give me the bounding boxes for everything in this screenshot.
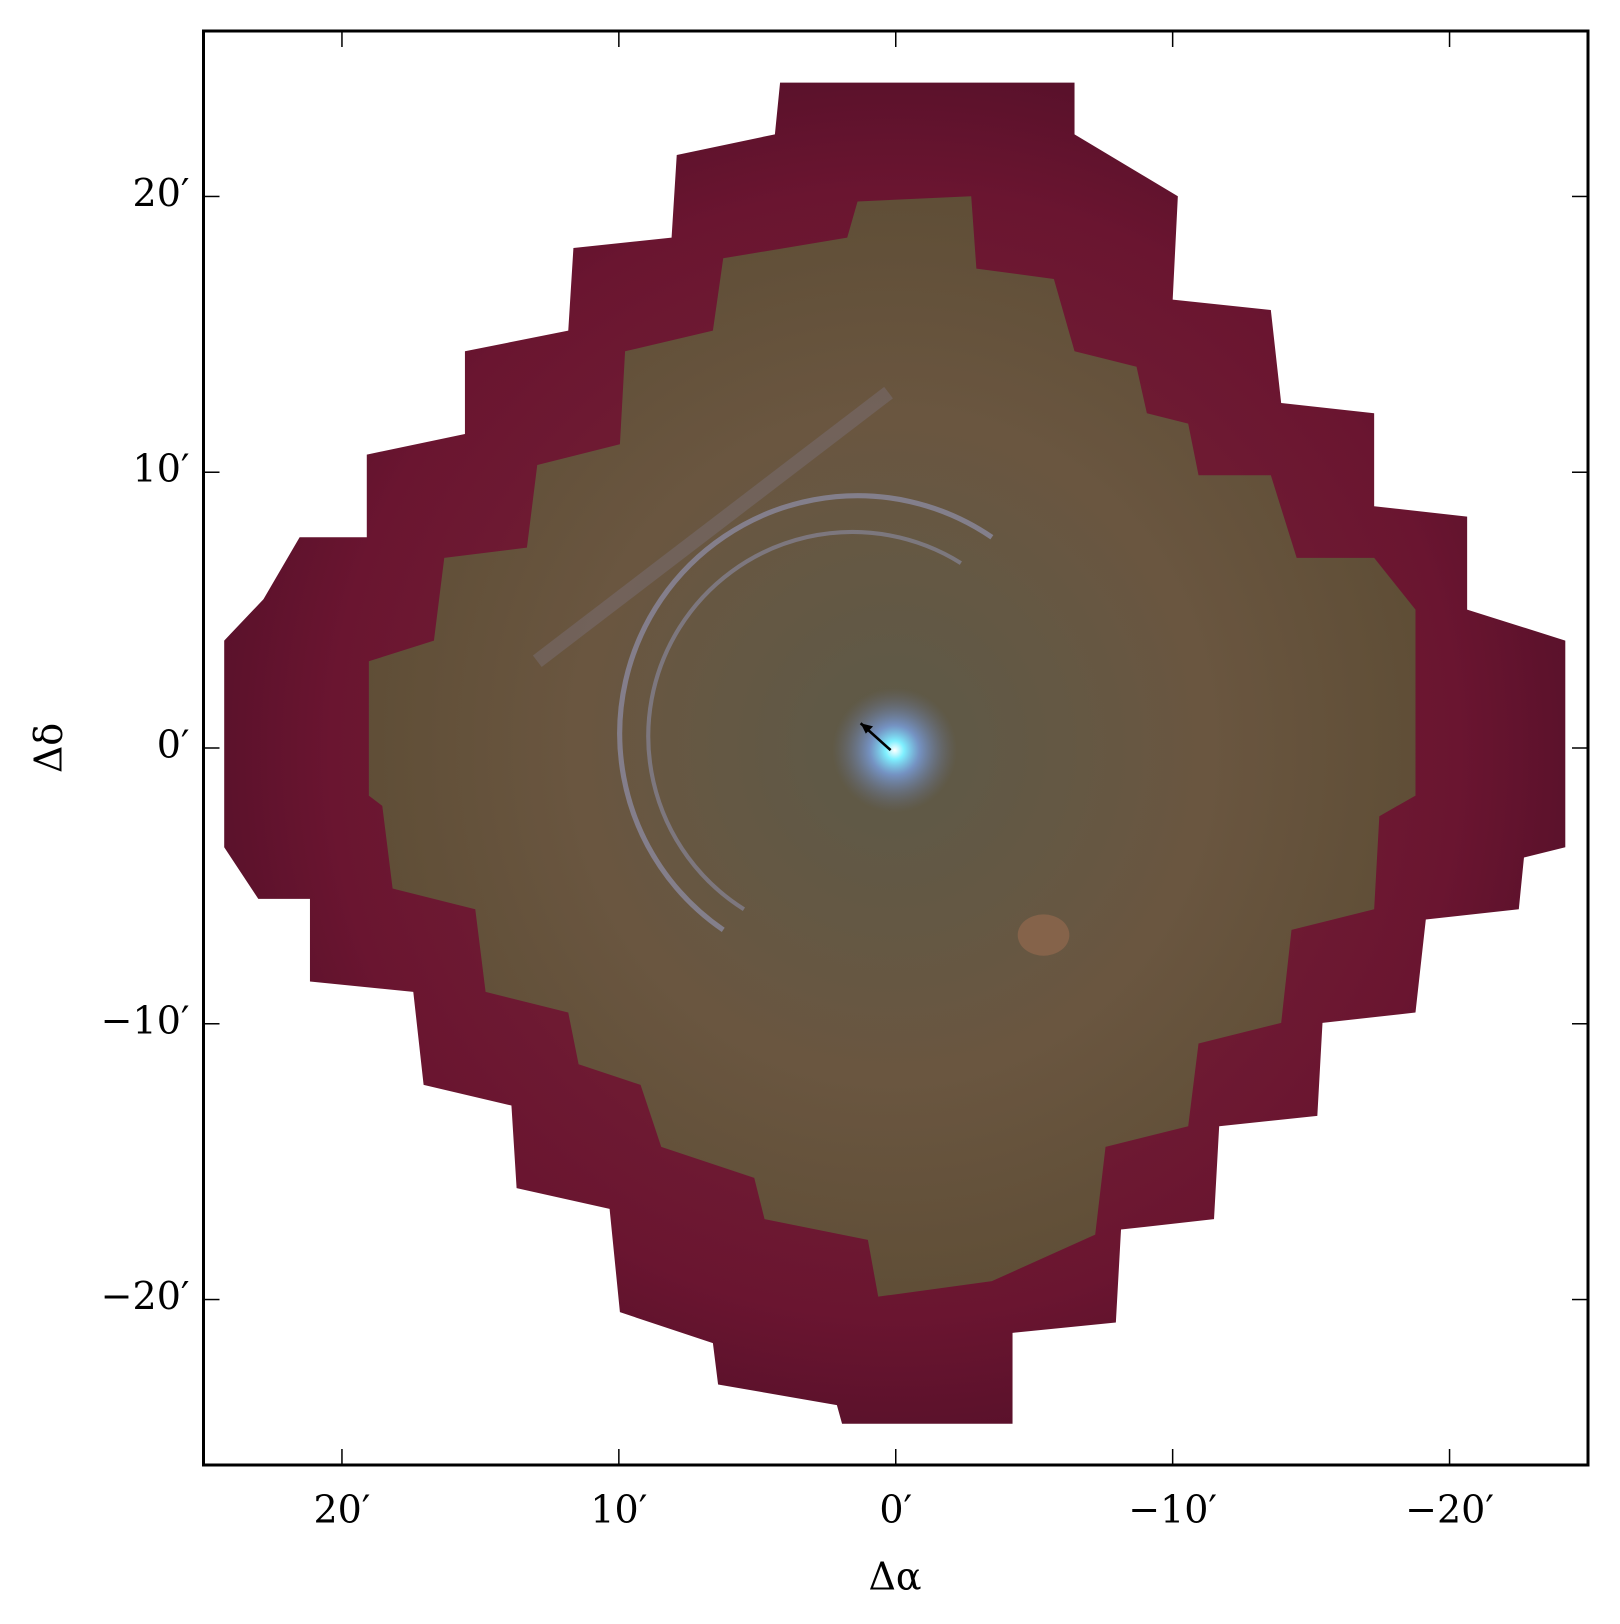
y-tick-label: −20′ xyxy=(101,1274,190,1318)
star-glow xyxy=(832,688,957,813)
y-tick-label: 20′ xyxy=(133,171,190,215)
x-tick-label: 0′ xyxy=(879,1488,912,1532)
y-tick-label: 0′ xyxy=(157,723,190,767)
arrow-head xyxy=(860,723,874,734)
y-axis-label: Δδ xyxy=(27,723,71,773)
filament xyxy=(532,386,893,667)
sky-image xyxy=(224,82,1566,1424)
x-tick-label: −10′ xyxy=(1128,1488,1217,1532)
y-tick-label: 10′ xyxy=(133,447,190,491)
arc xyxy=(646,529,962,911)
x-tick-label: 20′ xyxy=(313,1488,370,1532)
x-tick-label: 10′ xyxy=(590,1488,647,1532)
blob xyxy=(1017,914,1070,956)
x-axis-label: Δα xyxy=(868,1555,921,1599)
x-tick-label: −20′ xyxy=(1405,1488,1494,1532)
arc xyxy=(617,493,994,933)
y-tick-label: −10′ xyxy=(101,998,190,1042)
